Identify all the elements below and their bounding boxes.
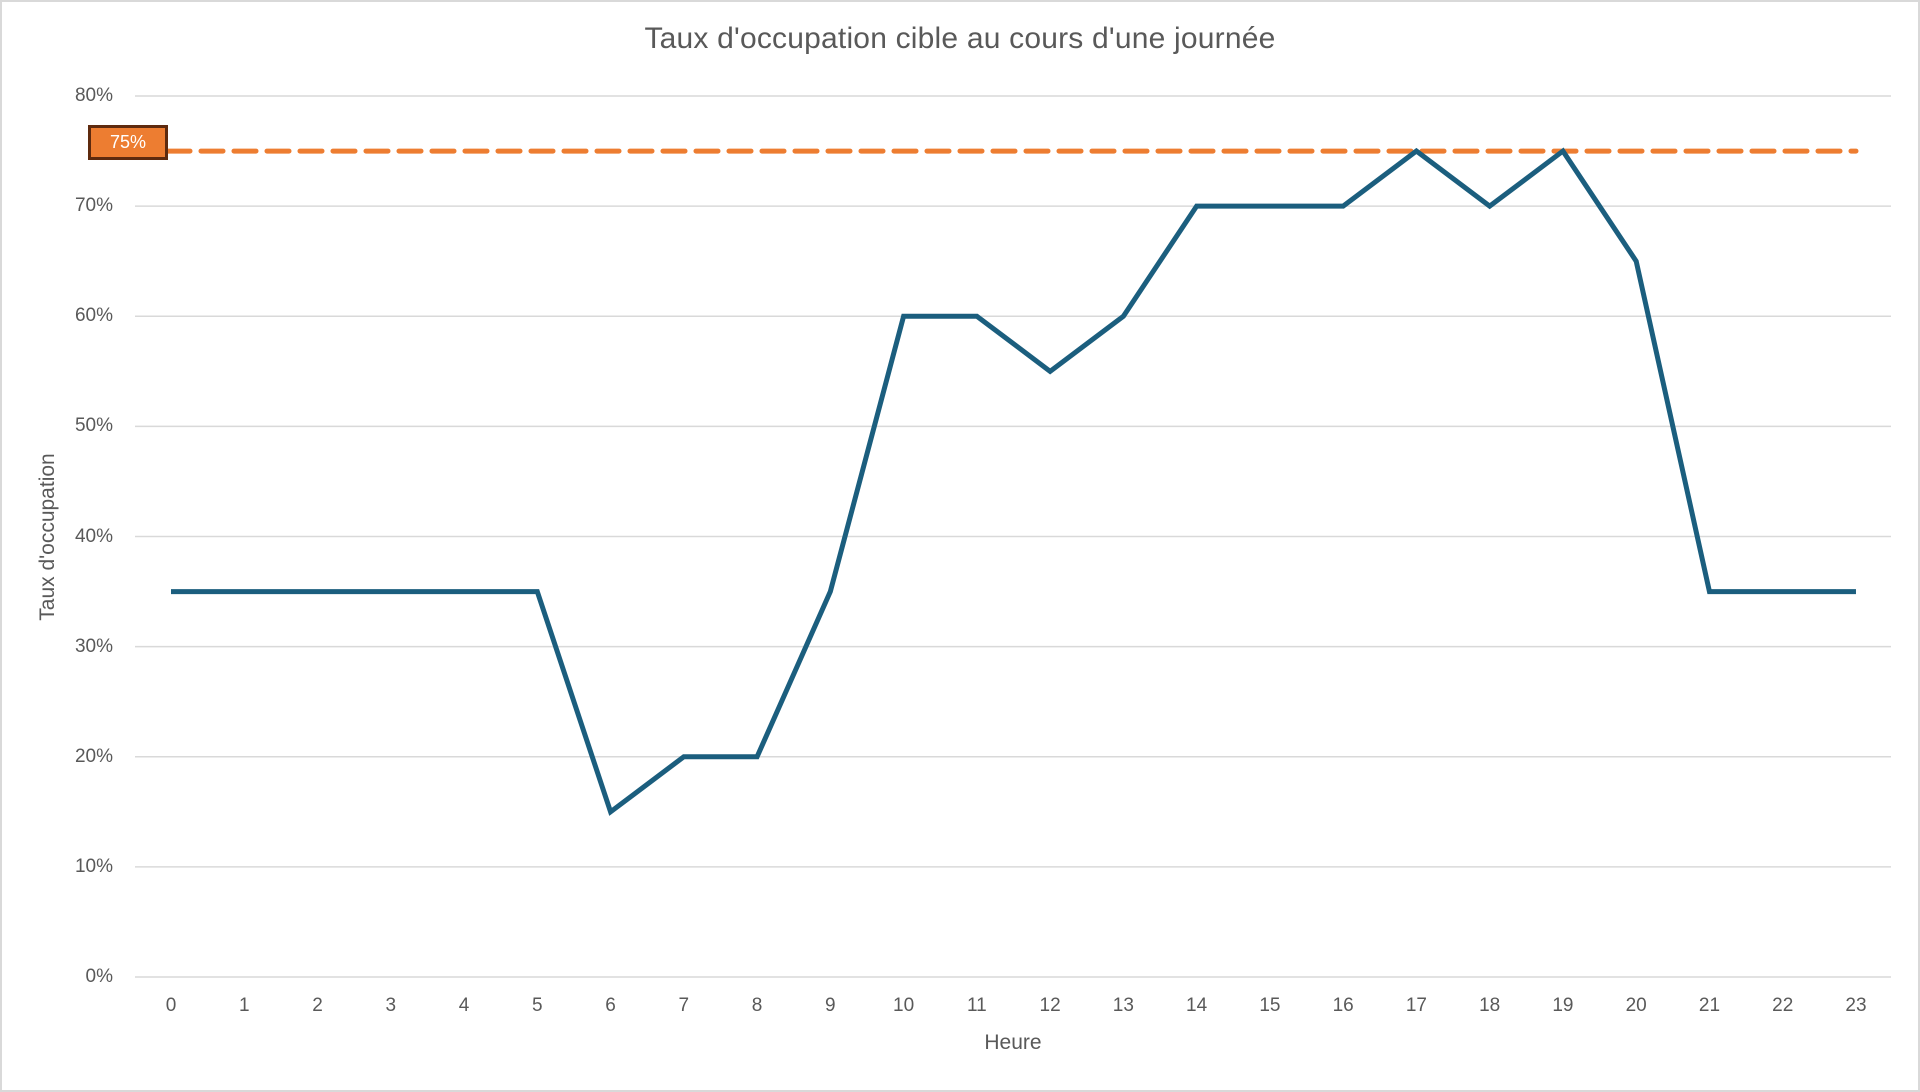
target-value-badge: 75% xyxy=(88,125,168,160)
y-tick-label: 70% xyxy=(74,195,113,217)
x-tick-label: 19 xyxy=(1552,995,1574,1016)
y-tick-label: 50% xyxy=(74,415,113,437)
x-tick-label: 14 xyxy=(1186,995,1208,1016)
x-tick-label: 21 xyxy=(1698,995,1721,1016)
x-tick-label: 1 xyxy=(238,995,250,1016)
x-tick-label: 22 xyxy=(1772,995,1794,1016)
x-tick-label: 7 xyxy=(678,995,690,1016)
y-tick-label: 80% xyxy=(74,85,113,106)
x-tick-label: 12 xyxy=(1039,995,1061,1016)
x-tick-label: 13 xyxy=(1112,995,1134,1016)
gridlines xyxy=(135,95,1891,978)
x-tick-label: 16 xyxy=(1332,995,1354,1016)
x-tick-label: 15 xyxy=(1259,995,1281,1016)
x-tick-label: 3 xyxy=(385,995,397,1016)
x-tick-label: 18 xyxy=(1479,995,1501,1016)
x-tick-label: 8 xyxy=(751,995,763,1016)
x-tick-label: 2 xyxy=(312,995,323,1016)
x-tick-label: 5 xyxy=(532,995,543,1016)
y-axis-title: Taux d'occupation xyxy=(36,453,59,621)
x-tick-label: 11 xyxy=(966,995,987,1016)
x-tick-label: 20 xyxy=(1625,995,1647,1016)
x-tick-label: 17 xyxy=(1405,995,1427,1016)
x-tick-label: 4 xyxy=(458,995,470,1016)
x-tick-label: 23 xyxy=(1845,995,1867,1016)
chart-title: Taux d'occupation cible au cours d'une j… xyxy=(644,22,1276,55)
occupancy-line xyxy=(171,147,1856,816)
y-tick-label: 40% xyxy=(74,525,113,547)
x-tick-label: 10 xyxy=(893,995,915,1016)
x-axis-title: Heure xyxy=(984,1031,1042,1054)
x-tick-label: 0 xyxy=(165,995,177,1016)
x-tick-label: 9 xyxy=(825,995,836,1016)
y-tick-label: 0% xyxy=(85,966,113,987)
y-tick-label: 20% xyxy=(74,745,113,767)
y-tick-label: 10% xyxy=(74,855,113,877)
x-tick-label: 6 xyxy=(605,995,616,1016)
y-tick-label: 30% xyxy=(74,635,113,657)
y-tick-label: 60% xyxy=(74,305,113,327)
